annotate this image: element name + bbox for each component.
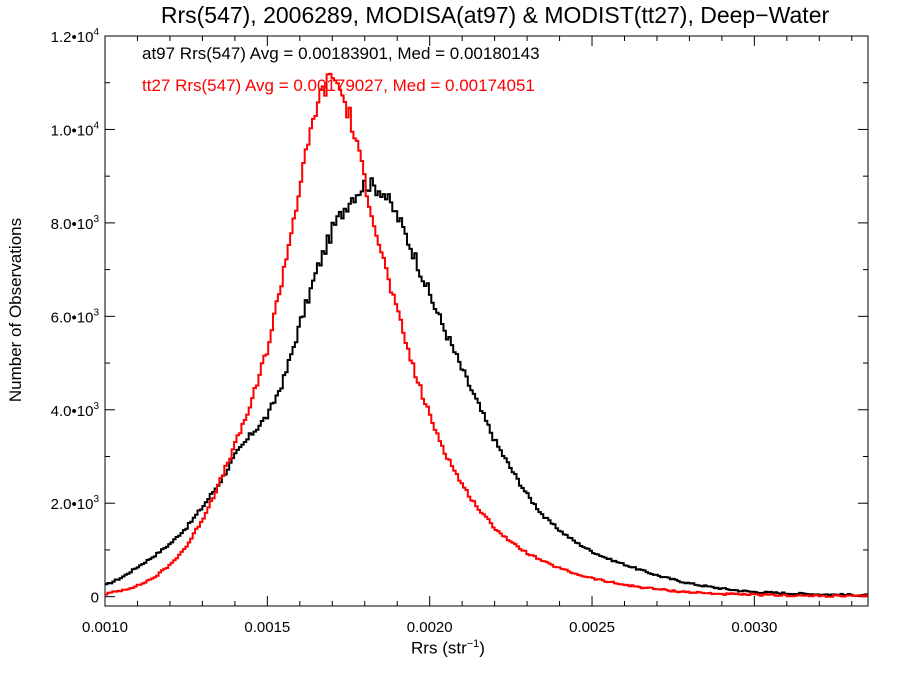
y-tick-label: 8.0•103 xyxy=(51,214,100,233)
x-tick-label: 0.0020 xyxy=(407,619,453,636)
series-tt27-line xyxy=(105,72,869,598)
x-tick-label: 0.0015 xyxy=(244,619,290,636)
x-axis-label-end: ) xyxy=(479,638,485,658)
annotation-tt27: tt27 Rrs(547) Avg = 0.00179027, Med = 0.… xyxy=(142,76,535,95)
chart-title: Rrs(547), 2006289, MODISA(at97) & MODIST… xyxy=(160,2,830,28)
x-axis-label: Rrs (str−1) xyxy=(411,638,485,659)
y-tick-label: 0 xyxy=(91,590,99,607)
x-axis-label-sup: −1 xyxy=(466,638,480,650)
y-tick-label: 4.0•103 xyxy=(51,401,100,420)
series-at97-line xyxy=(105,177,869,597)
y-tick-label: 2.0•103 xyxy=(51,494,100,513)
y-axis-label: Number of Observations xyxy=(6,217,25,403)
x-tick-label: 0.0030 xyxy=(731,619,777,636)
y-tick-label: 6.0•103 xyxy=(51,307,100,326)
y-tick-label: 1.0•104 xyxy=(51,120,100,139)
x-tick-label: 0.0025 xyxy=(569,619,615,636)
annotation-at97: at97 Rrs(547) Avg = 0.00183901, Med = 0.… xyxy=(142,44,540,63)
y-tick-label: 1.2•104 xyxy=(51,27,100,46)
x-axis-label-base: Rrs (str xyxy=(411,638,467,658)
x-tick-label: 0.0010 xyxy=(82,619,128,636)
plot-frame xyxy=(104,35,869,607)
